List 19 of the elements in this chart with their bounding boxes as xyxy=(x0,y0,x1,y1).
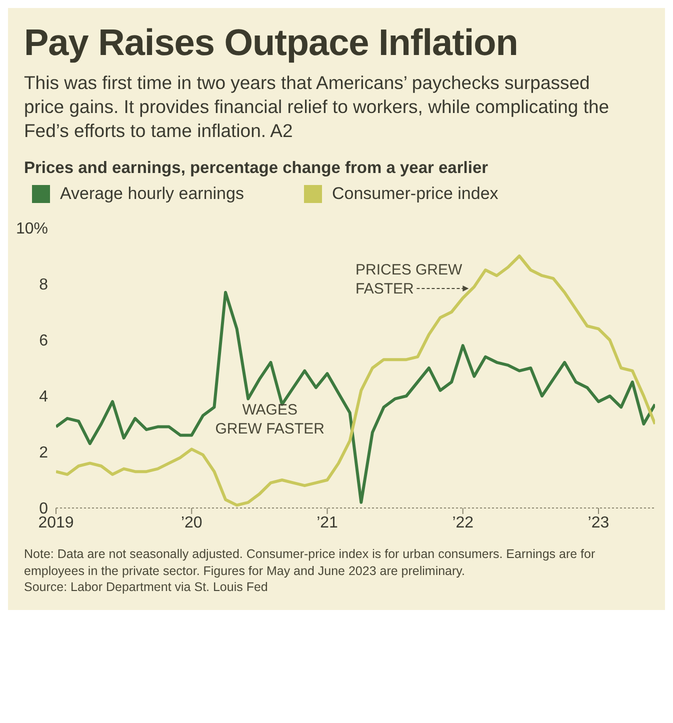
text: Note: Data are not seasonally adjusted. Consumer-price index is for urban consumers. Earnings are for employees in the private sector. Figures for May and June 2023 are preliminary. xyxy=(24,546,596,580)
x-tick-label: ’23 xyxy=(588,514,610,532)
y-tick-label: 2 xyxy=(39,444,48,462)
x-tick-label: ’22 xyxy=(452,514,474,532)
y-axis-title: Prices and earnings, percentage change from a year earlier xyxy=(24,158,490,178)
y-tick-label: 8 xyxy=(39,276,48,294)
legend-label: Average hourly earnings xyxy=(60,184,244,204)
x-tick-label: ’20 xyxy=(180,514,202,532)
line-series xyxy=(56,254,655,506)
annotation: WAGES GREW FASTER xyxy=(215,401,325,438)
legend-label: Consumer-price index xyxy=(332,184,498,204)
annotation: PRICES GREW FASTER xyxy=(356,261,464,298)
y-tick-label: 4 xyxy=(39,388,48,406)
y-tick-label: 10% xyxy=(16,220,48,238)
x-tick-label: ’21 xyxy=(316,514,338,532)
chart-title: Pay Raises Outpace Inflation xyxy=(24,22,519,65)
source-note: Source: Labor Department via St. Louis Fed xyxy=(24,579,269,596)
y-tick-label: 6 xyxy=(39,332,48,350)
chart-subtitle: This was first time in two years that Americans’ paychecks surpassed price gains. It provides financial relief to workers, while complicating the Fed’s efforts to tame inflation. A2 xyxy=(24,70,610,143)
